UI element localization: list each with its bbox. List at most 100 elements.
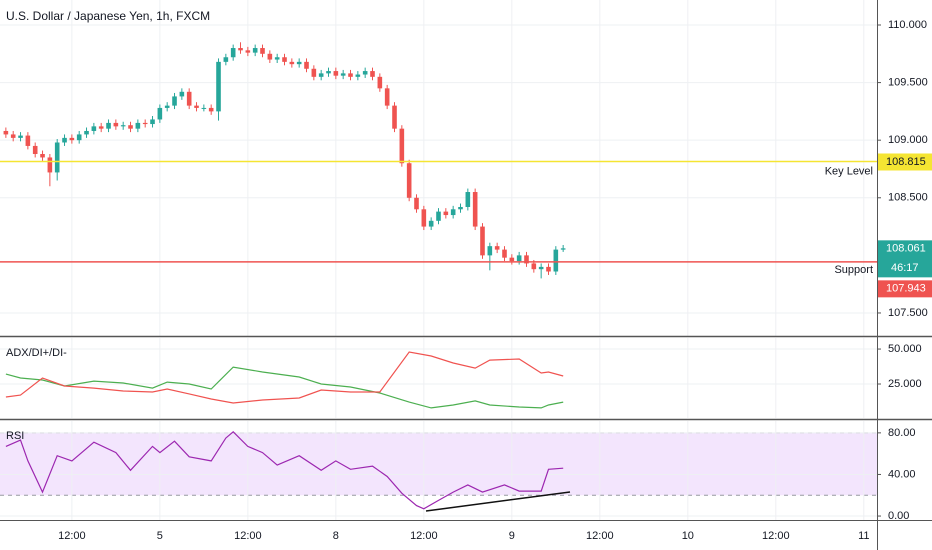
candle-body: [553, 249, 559, 272]
pane: [0, 338, 877, 418]
candle-body: [450, 209, 456, 216]
x-tick-label: 10: [682, 530, 694, 542]
candle-body: [47, 157, 53, 173]
y-tick-label: 40.00: [888, 468, 916, 480]
candle-body: [296, 61, 302, 65]
pane-title: RSI: [6, 430, 24, 442]
candle-body: [76, 134, 82, 141]
y-tick-label: 109.000: [888, 134, 928, 146]
candle-body: [238, 48, 243, 51]
y-tick-label: 80.00: [888, 427, 916, 439]
candle-body: [524, 255, 529, 264]
y-tick-label: 108.500: [888, 192, 928, 204]
candle-body: [465, 192, 471, 207]
pane: [0, 421, 877, 520]
candle-body: [98, 126, 104, 129]
candle-body: [311, 68, 317, 77]
candle-body: [223, 57, 229, 62]
candle-body: [384, 88, 390, 106]
candle-body: [436, 211, 441, 221]
candle-body: [230, 48, 236, 58]
candle-body: [120, 125, 126, 127]
candle-body: [201, 107, 207, 109]
candle-body: [406, 163, 412, 198]
x-tick-label: 12:00: [234, 530, 262, 542]
y-tick-label: 107.500: [888, 307, 928, 319]
x-tick-label: 12:00: [58, 530, 86, 542]
countdown-label: 46:17: [891, 262, 919, 274]
candle-body: [399, 128, 405, 164]
candle-body: [472, 192, 478, 227]
indicator-line: [5, 430, 564, 510]
candle-body: [340, 73, 346, 76]
candle-body: [10, 134, 16, 138]
candle-body: [421, 209, 427, 227]
pane: [0, 0, 877, 336]
level-label: Key Level: [825, 165, 873, 177]
level-tag: [878, 280, 932, 298]
candle-body: [172, 96, 177, 106]
candle-body: [480, 226, 485, 256]
last-price-label: 108.061: [886, 243, 926, 255]
candle-body: [128, 125, 133, 129]
candle-body: [91, 126, 97, 131]
candle-body: [216, 61, 221, 112]
candle-body: [18, 135, 23, 138]
candle-body: [355, 74, 361, 77]
y-tick-label: 110.000: [888, 19, 927, 31]
x-tick-label: 11: [858, 530, 869, 542]
candle-body: [494, 246, 500, 250]
level-tag: [878, 153, 932, 171]
candle-body: [289, 61, 295, 65]
candle-body: [84, 130, 89, 135]
candle-body: [3, 130, 9, 135]
x-tick-label: 12:00: [410, 530, 438, 542]
x-tick-label: 9: [509, 530, 515, 542]
candle-body: [428, 220, 434, 227]
candle-body: [164, 105, 170, 108]
candle-body: [142, 122, 148, 125]
candle-body: [538, 266, 544, 270]
candle-body: [252, 48, 258, 53]
x-tick-label: 8: [333, 530, 339, 542]
candle-body: [516, 255, 522, 262]
candle-body: [150, 119, 155, 125]
level-tag-label: 107.943: [886, 283, 926, 295]
candle-body: [502, 249, 507, 258]
candle-body: [69, 137, 75, 141]
indicator-line: [5, 351, 564, 404]
y-tick-label: 0.00: [888, 510, 909, 522]
candle-body: [531, 263, 537, 270]
candle-body: [282, 57, 287, 62]
candle-body: [54, 142, 60, 173]
candle-body: [392, 105, 397, 129]
candle-body: [560, 248, 566, 250]
level-tag-label: 108.815: [886, 156, 926, 168]
pane-title: ADX/DI+/DI-: [6, 347, 67, 359]
y-tick-label: 50.000: [888, 343, 922, 355]
x-tick-label: 12:00: [762, 530, 790, 542]
candle-body: [113, 122, 119, 127]
candle-body: [194, 105, 199, 108]
candle-body: [157, 107, 163, 120]
candle-body: [333, 71, 339, 76]
candle-body: [370, 71, 375, 77]
y-tick-label: 109.500: [888, 76, 928, 88]
chart-title: U.S. Dollar / Japanese Yen, 1h, FXCM: [6, 9, 210, 23]
candle-body: [267, 53, 273, 60]
candle-body: [62, 137, 67, 143]
candle-body: [348, 73, 353, 77]
candle-body: [362, 71, 368, 75]
candle-body: [487, 246, 493, 256]
candle-body: [106, 122, 111, 129]
candle-body: [208, 107, 214, 112]
candle-body: [135, 122, 141, 129]
trendline: [425, 491, 571, 512]
level-label: Support: [834, 264, 873, 276]
rsi-band: [0, 432, 877, 496]
x-tick-label: 5: [157, 530, 163, 542]
x-tick-label: 12:00: [586, 530, 614, 542]
candle-body: [32, 145, 38, 155]
candle-body: [245, 50, 251, 53]
